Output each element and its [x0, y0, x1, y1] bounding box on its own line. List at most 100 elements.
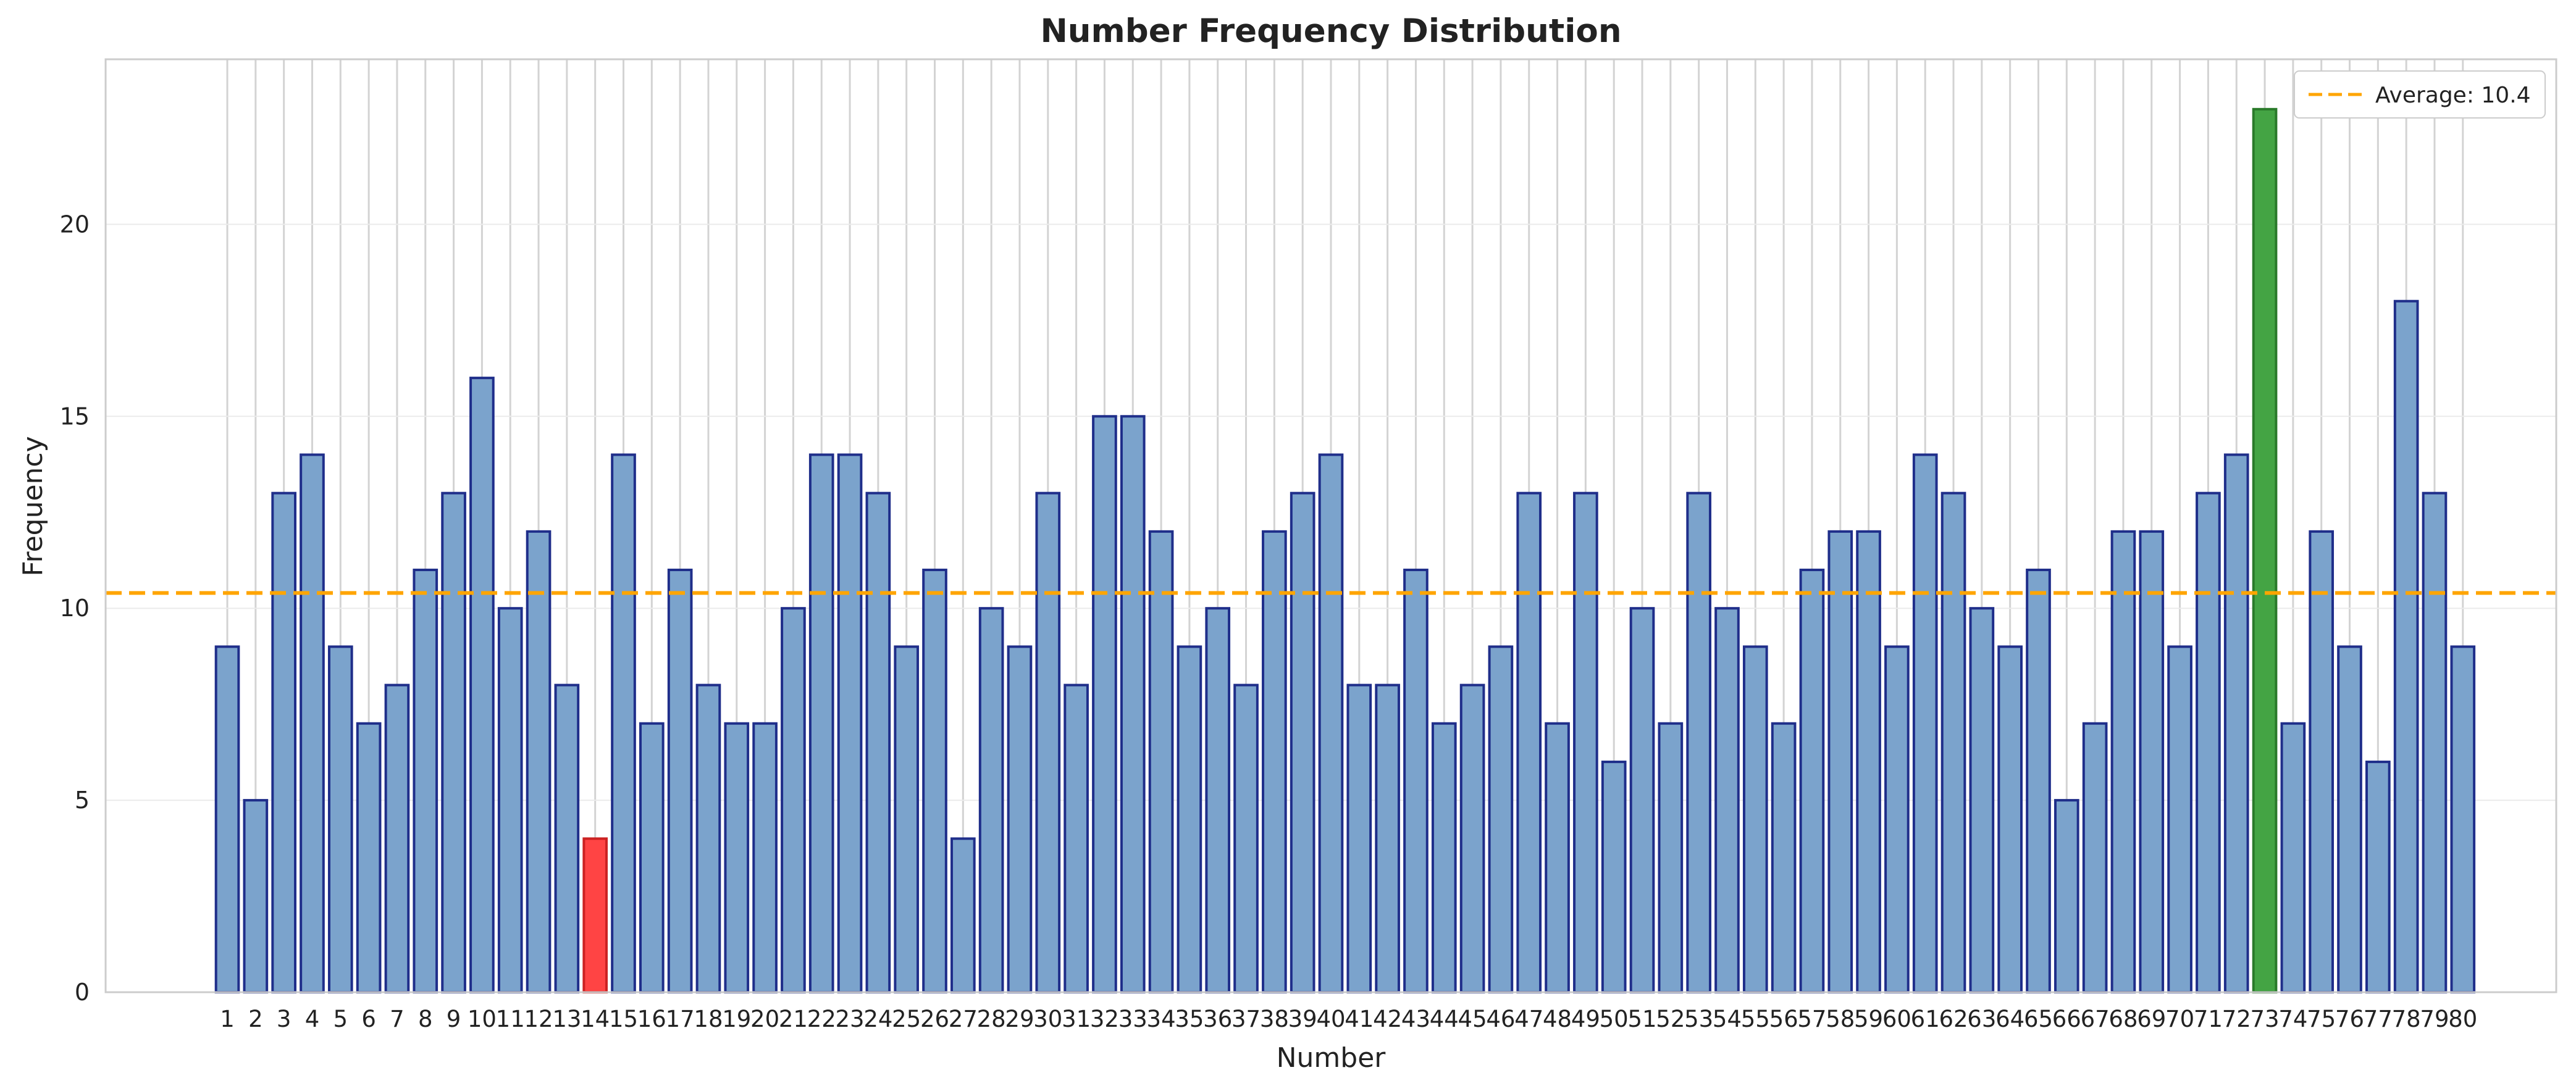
x-tick-label: 6 [361, 1006, 376, 1032]
bar [1545, 722, 1570, 994]
bar [1629, 607, 1655, 993]
x-tick-label: 44 [1430, 1006, 1459, 1032]
x-tick-label: 51 [1627, 1006, 1656, 1032]
bar [667, 569, 693, 993]
bar [2139, 530, 2165, 993]
bar [1431, 722, 1457, 994]
bar [1799, 569, 1825, 993]
x-tick-label: 45 [1458, 1006, 1487, 1032]
x-tick-label: 15 [609, 1006, 638, 1032]
x-tick-label: 53 [1684, 1006, 1713, 1032]
x-tick-label: 46 [1486, 1006, 1515, 1032]
x-tick-label: 2 [248, 1006, 263, 1032]
bar [978, 607, 1004, 993]
bar [1573, 491, 1598, 993]
x-tick-label: 11 [496, 1006, 525, 1032]
x-tick-label: 63 [1967, 1006, 1996, 1032]
x-tick-label: 48 [1543, 1006, 1572, 1032]
x-tick-label: 31 [1062, 1006, 1091, 1032]
y-axis-label: Frequency [17, 436, 49, 576]
bar-layer [214, 107, 2476, 994]
plot-frame [104, 58, 2557, 993]
bar [2393, 299, 2419, 994]
y-tick-label: 10 [60, 595, 90, 622]
x-tick-label: 29 [1005, 1006, 1034, 1032]
x-tick-label: 59 [1854, 1006, 1883, 1032]
x-tick-label: 47 [1514, 1006, 1543, 1032]
x-tick-label: 73 [2251, 1006, 2280, 1032]
x-tick-label: 7 [390, 1006, 405, 1032]
legend: Average: 10.4 [2294, 70, 2546, 119]
bar [300, 453, 325, 993]
bar [2167, 645, 2192, 993]
x-tick-label: 65 [2024, 1006, 2053, 1032]
bar [2450, 645, 2476, 993]
bar [1177, 645, 1202, 993]
bar [1092, 415, 1117, 993]
bar [1318, 453, 1344, 993]
y-tick-label: 15 [60, 403, 90, 430]
x-tick-label: 62 [1939, 1006, 1968, 1032]
x-tick-label: 50 [1600, 1006, 1629, 1032]
bar [1007, 645, 1033, 993]
bar [1459, 683, 1485, 993]
bar [1375, 683, 1400, 993]
x-axis-label: Number [1277, 1042, 1387, 1074]
bar [554, 683, 580, 993]
bar [1884, 645, 1910, 993]
x-tick-label: 43 [1401, 1006, 1430, 1032]
x-tick-label: 64 [1995, 1006, 2024, 1032]
x-tick-label: 34 [1147, 1006, 1176, 1032]
x-tick-label: 80 [2448, 1006, 2477, 1032]
x-tick-label: 40 [1316, 1006, 1345, 1032]
x-tick-label: 32 [1090, 1006, 1119, 1032]
bar [1035, 491, 1061, 993]
x-tick-label: 76 [2335, 1006, 2364, 1032]
x-tick-label: 18 [694, 1006, 723, 1032]
bar [1912, 453, 1938, 993]
x-tick-label: 42 [1373, 1006, 1402, 1032]
x-tick-label: 67 [2081, 1006, 2110, 1032]
x-tick-label: 68 [2108, 1006, 2138, 1032]
x-tick-label: 77 [2364, 1006, 2393, 1032]
x-tick-label: 69 [2137, 1006, 2166, 1032]
x-tick-label: 37 [1231, 1006, 1261, 1032]
bar [2309, 530, 2335, 993]
bar [413, 569, 438, 993]
bar-min [582, 837, 608, 994]
x-tick-label: 55 [1741, 1006, 1770, 1032]
x-tick-label: 71 [2194, 1006, 2223, 1032]
y-tick-label: 0 [75, 979, 90, 1006]
x-tick-label: 17 [666, 1006, 695, 1032]
x-tick-label: 14 [581, 1006, 610, 1032]
legend-average-label: Average: 10.4 [2375, 83, 2531, 108]
x-tick-label: 35 [1175, 1006, 1204, 1032]
bar [2026, 569, 2051, 993]
bar [2110, 530, 2136, 993]
x-tick-label: 49 [1571, 1006, 1600, 1032]
x-tick-label: 23 [836, 1006, 865, 1032]
bar [1205, 607, 1231, 993]
x-tick-label: 33 [1118, 1006, 1147, 1032]
x-tick-label: 60 [1882, 1006, 1911, 1032]
bar [2337, 645, 2362, 993]
x-tick-label: 79 [2420, 1006, 2449, 1032]
x-tick-label: 19 [722, 1006, 751, 1032]
x-tick-label: 21 [779, 1006, 808, 1032]
bar [1262, 530, 1287, 993]
bar [2223, 453, 2249, 993]
bar [271, 491, 296, 993]
x-tick-label: 61 [1911, 1006, 1940, 1032]
x-tick-label: 54 [1713, 1006, 1742, 1032]
x-tick-label: 57 [1797, 1006, 1826, 1032]
bar [639, 722, 665, 994]
x-tick-label: 26 [920, 1006, 949, 1032]
x-tick-label: 12 [524, 1006, 553, 1032]
x-tick-label: 5 [334, 1006, 348, 1032]
bar [1997, 645, 2023, 993]
bar [2054, 799, 2079, 993]
x-tick-label: 30 [1033, 1006, 1062, 1032]
bar [837, 453, 863, 993]
bar [2082, 722, 2108, 994]
